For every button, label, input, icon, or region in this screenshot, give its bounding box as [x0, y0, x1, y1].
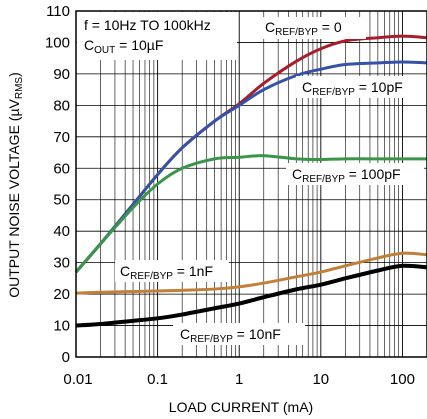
series-line-3 [75, 251, 427, 295]
conditions-frequency: f = 10Hz TO 100kHz [84, 17, 211, 33]
y-tick-label: 0 [62, 349, 70, 366]
series-label-0: CREF/BYP = 0 [265, 19, 342, 38]
y-tick-label: 60 [53, 160, 70, 177]
series-line-0 [74, 34, 427, 274]
series-label-bg [115, 260, 229, 282]
y-axis-title: OUTPUT NOISE VOLTAGE (µVRMS) [6, 72, 25, 298]
x-tick-labels: 0.01 0.1 1 10 100 [63, 371, 415, 388]
plot-frame [75, 10, 427, 358]
series-label-3: CREF/BYP = 1nF [120, 263, 213, 282]
y-tick-label: 90 [53, 66, 70, 83]
y-tick-label: 10 [53, 318, 70, 335]
conditions-cout-main: C [84, 37, 94, 53]
series-label-2: CREF/BYP = 100pF [292, 166, 401, 185]
y-axis-title-sub: RMS [14, 77, 25, 100]
series-label-bg [286, 163, 424, 185]
y-tick-label: 20 [53, 286, 70, 303]
y-tick-label: 70 [53, 129, 70, 146]
series-line-1 [74, 60, 427, 274]
series-lines [74, 34, 427, 328]
conditions-box [77, 12, 237, 60]
y-axis-title-main: OUTPUT NOISE VOLTAGE (µV [6, 98, 22, 297]
conditions-cout-rest: = 10µF [115, 37, 163, 53]
x-axis-title: LOAD CURRENT (mA) [169, 399, 313, 415]
y-axis-title-close: ) [6, 72, 22, 77]
series-label-1: CREF/BYP = 10pF [302, 79, 403, 98]
y-tick-label: 50 [53, 192, 70, 209]
conditions-cout: COUT = 10µF [84, 37, 163, 56]
y-tick-label: 110 [46, 3, 70, 20]
y-tick-label: 40 [53, 223, 70, 240]
series-labels: CREF/BYP = 0 CREF/BYP = 10pF CREF/BYP = 10… [115, 17, 424, 345]
y-tick-label: 30 [53, 255, 70, 272]
y-tick-labels: 0 10 20 30 40 50 60 70 80 90 100 110 [45, 3, 70, 366]
series-line-2 [74, 154, 427, 274]
x-tick-label: 0.1 [147, 371, 168, 388]
series-label-bg [173, 323, 305, 345]
series-label-4: CREF/BYP = 10nF [180, 326, 281, 345]
x-tick-label: 1 [235, 371, 243, 388]
y-tick-label: 80 [53, 97, 70, 114]
series-line-4 [75, 263, 427, 328]
y-tick-label: 100 [45, 34, 70, 51]
x-tick-label: 0.01 [63, 371, 92, 388]
x-tick-label: 10 [312, 371, 329, 388]
series-label-bg [258, 17, 366, 39]
conditions-cout-sub: OUT [94, 45, 115, 56]
series-label-bg [296, 76, 424, 98]
x-tick-label: 100 [390, 371, 415, 388]
